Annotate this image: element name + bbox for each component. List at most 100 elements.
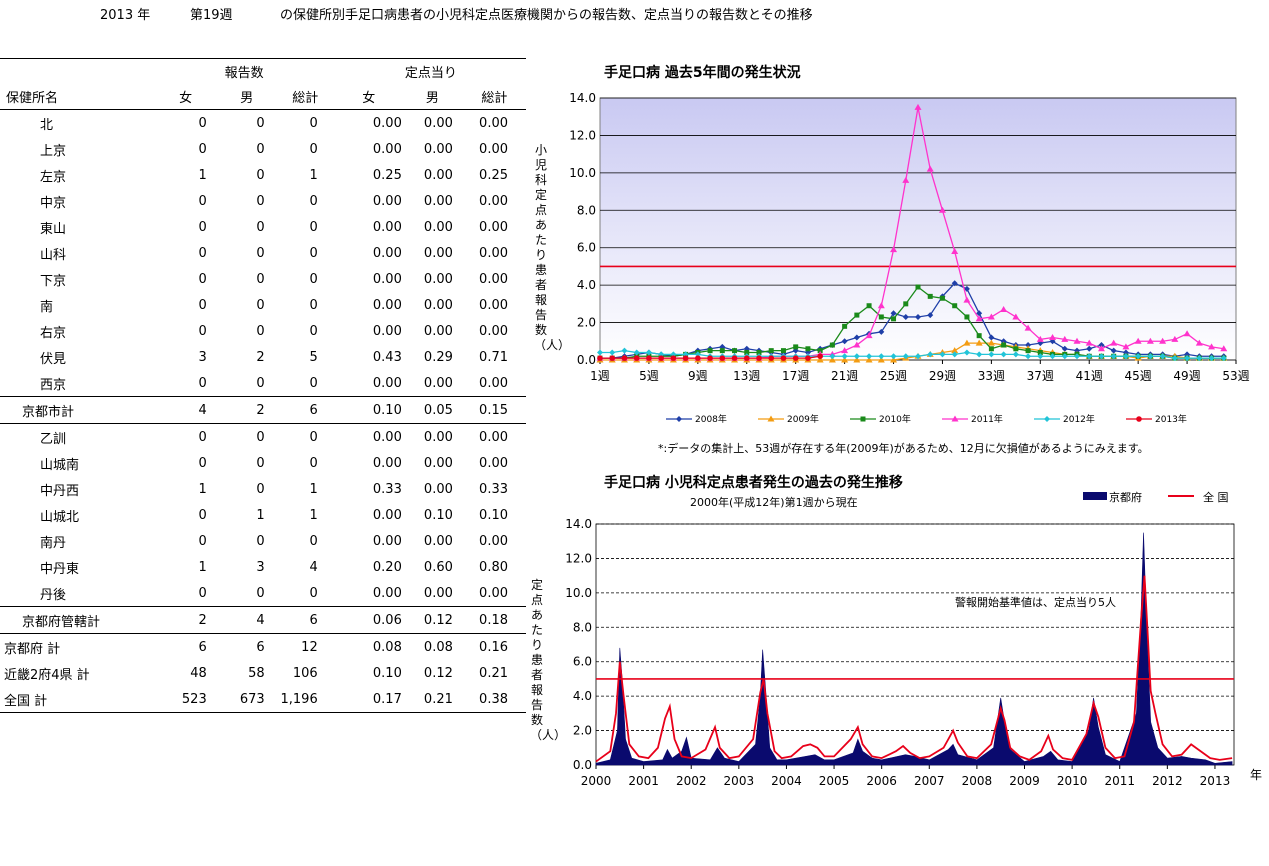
chart2-x-tick: 2003 [724, 774, 755, 788]
cell-pm: 0.00 [423, 323, 453, 339]
cell-pm: 0.00 [423, 167, 453, 183]
chart1-point [878, 353, 885, 360]
cell-name: 京都府管轄計 [0, 606, 153, 634]
chart1-point [988, 351, 995, 358]
chart1-point [780, 355, 787, 361]
cell-pt: 0.16 [462, 633, 526, 660]
chart1-point [1110, 339, 1118, 346]
cell-pm: 0.21 [401, 686, 463, 713]
cell-pm: 0.00 [423, 533, 453, 549]
cell-pt: 0.38 [462, 686, 526, 713]
cell-name: 乙訓 [0, 423, 153, 450]
cell-name: 中丹東 [40, 561, 80, 577]
chart1-point [1159, 337, 1167, 344]
chart1-point [1013, 346, 1019, 352]
cell-pf: 0.00 [372, 115, 402, 131]
chart1-point [805, 346, 811, 352]
cell-pf: 0.00 [372, 507, 402, 523]
chart1-point [1086, 345, 1093, 352]
cell-m: 0 [256, 585, 265, 601]
cell-pf: 0.00 [372, 297, 402, 313]
table-row: 近畿2府4県 計 48 58 106 0.10 0.12 0.21 [0, 660, 526, 686]
chart1-point [719, 355, 726, 361]
cell-name: 京都市計 [0, 396, 153, 424]
cell-pt: 0.18 [462, 606, 526, 634]
cell-m: 0 [256, 271, 265, 287]
cell-f: 0 [198, 297, 207, 313]
chart1-point [976, 351, 983, 358]
chart1-x-tick: 1週 [590, 369, 610, 383]
chart2-x-tick: 2004 [771, 774, 802, 788]
chart2-y-tick: 12.0 [565, 551, 592, 565]
chart1-point [853, 341, 861, 348]
chart1-point [780, 348, 786, 354]
chart1-point [1122, 353, 1129, 360]
cell-total: 1 [309, 507, 318, 523]
chart2-national-line [595, 575, 1233, 763]
cell-pm: 0.00 [423, 245, 453, 261]
cell-pm: 0.00 [423, 271, 453, 287]
chart1-point [927, 312, 934, 319]
cell-m: 3 [256, 559, 265, 575]
chart1-point [1196, 355, 1203, 362]
table-row: 京都府 計 6 6 12 0.08 0.08 0.16 [0, 633, 526, 660]
chart2-x-tick: 2011 [1104, 774, 1135, 788]
cell-total: 0 [309, 455, 318, 471]
chart1-point [1049, 338, 1056, 345]
cell-m: 0 [256, 167, 265, 183]
cell-total: 106 [292, 665, 318, 681]
cell-total: 5 [309, 349, 318, 365]
chart2-kyoto-area [595, 532, 1233, 766]
chart1-point [1220, 355, 1227, 362]
chart2-x-tick: 2005 [819, 774, 850, 788]
chart1-point [927, 293, 933, 299]
chart1-note: *:データの集計上、53週が存在する年(2009年)があるため、12月に欠損値が… [658, 442, 1149, 455]
chart1-point [645, 349, 652, 356]
cell-pf: 0.00 [372, 323, 402, 339]
table-row: 京都府管轄計 2 4 6 0.06 0.12 0.18 [0, 606, 526, 634]
table-row: 下京 0 0 0 0.00 0.00 0.00 [0, 266, 526, 292]
cell-f: 0 [198, 245, 207, 261]
chart1-point [951, 351, 958, 358]
chart1-point [890, 246, 898, 253]
cell-total: 1 [309, 167, 318, 183]
cell-f: 0 [198, 141, 207, 157]
chart2-legend-label: 京都府 [1109, 490, 1142, 504]
cell-pt: 0.80 [479, 559, 508, 575]
chart1-point [1000, 305, 1008, 312]
cell-pf: 0.17 [335, 686, 402, 713]
chart1-point [1012, 313, 1020, 320]
table-row: 山城北 0 1 1 0.00 0.10 0.10 [0, 502, 526, 528]
chart1-point [951, 280, 958, 287]
table-row: 中京 0 0 0 0.00 0.00 0.00 [0, 188, 526, 214]
chart1-point [1049, 353, 1056, 360]
chart1-point [1061, 345, 1068, 352]
chart1-point [891, 316, 897, 322]
chart1-legend-marker [1044, 416, 1050, 422]
chart1-point [1049, 334, 1057, 341]
cell-m: 0 [256, 141, 265, 157]
chart1-point [1146, 337, 1154, 344]
cell-name: 丹後 [40, 587, 67, 603]
chart1-point [1000, 351, 1007, 358]
chart1-point [1001, 342, 1007, 348]
chart1-point [988, 334, 995, 341]
chart1-legend-label: 2011年 [971, 413, 1003, 425]
cell-pm: 0.10 [423, 507, 453, 523]
cell-m: 2 [256, 349, 265, 365]
chart1-point [829, 353, 836, 360]
cell-pf: 0.00 [372, 141, 402, 157]
chart1-point [878, 328, 885, 335]
col-total2: 総計 [462, 83, 526, 110]
cell-f: 0 [198, 219, 207, 235]
chart1-point [793, 344, 799, 350]
chart1-point [744, 350, 750, 356]
col-total: 総計 [274, 83, 336, 110]
cell-f: 0 [198, 323, 207, 339]
cell-pf: 0.08 [335, 633, 402, 660]
cell-m: 0 [256, 219, 265, 235]
cell-pf: 0.00 [372, 219, 402, 235]
cell-pm: 0.00 [423, 375, 453, 391]
cell-pf: 0.10 [335, 396, 402, 424]
chart2-x-tick: 2002 [676, 774, 707, 788]
